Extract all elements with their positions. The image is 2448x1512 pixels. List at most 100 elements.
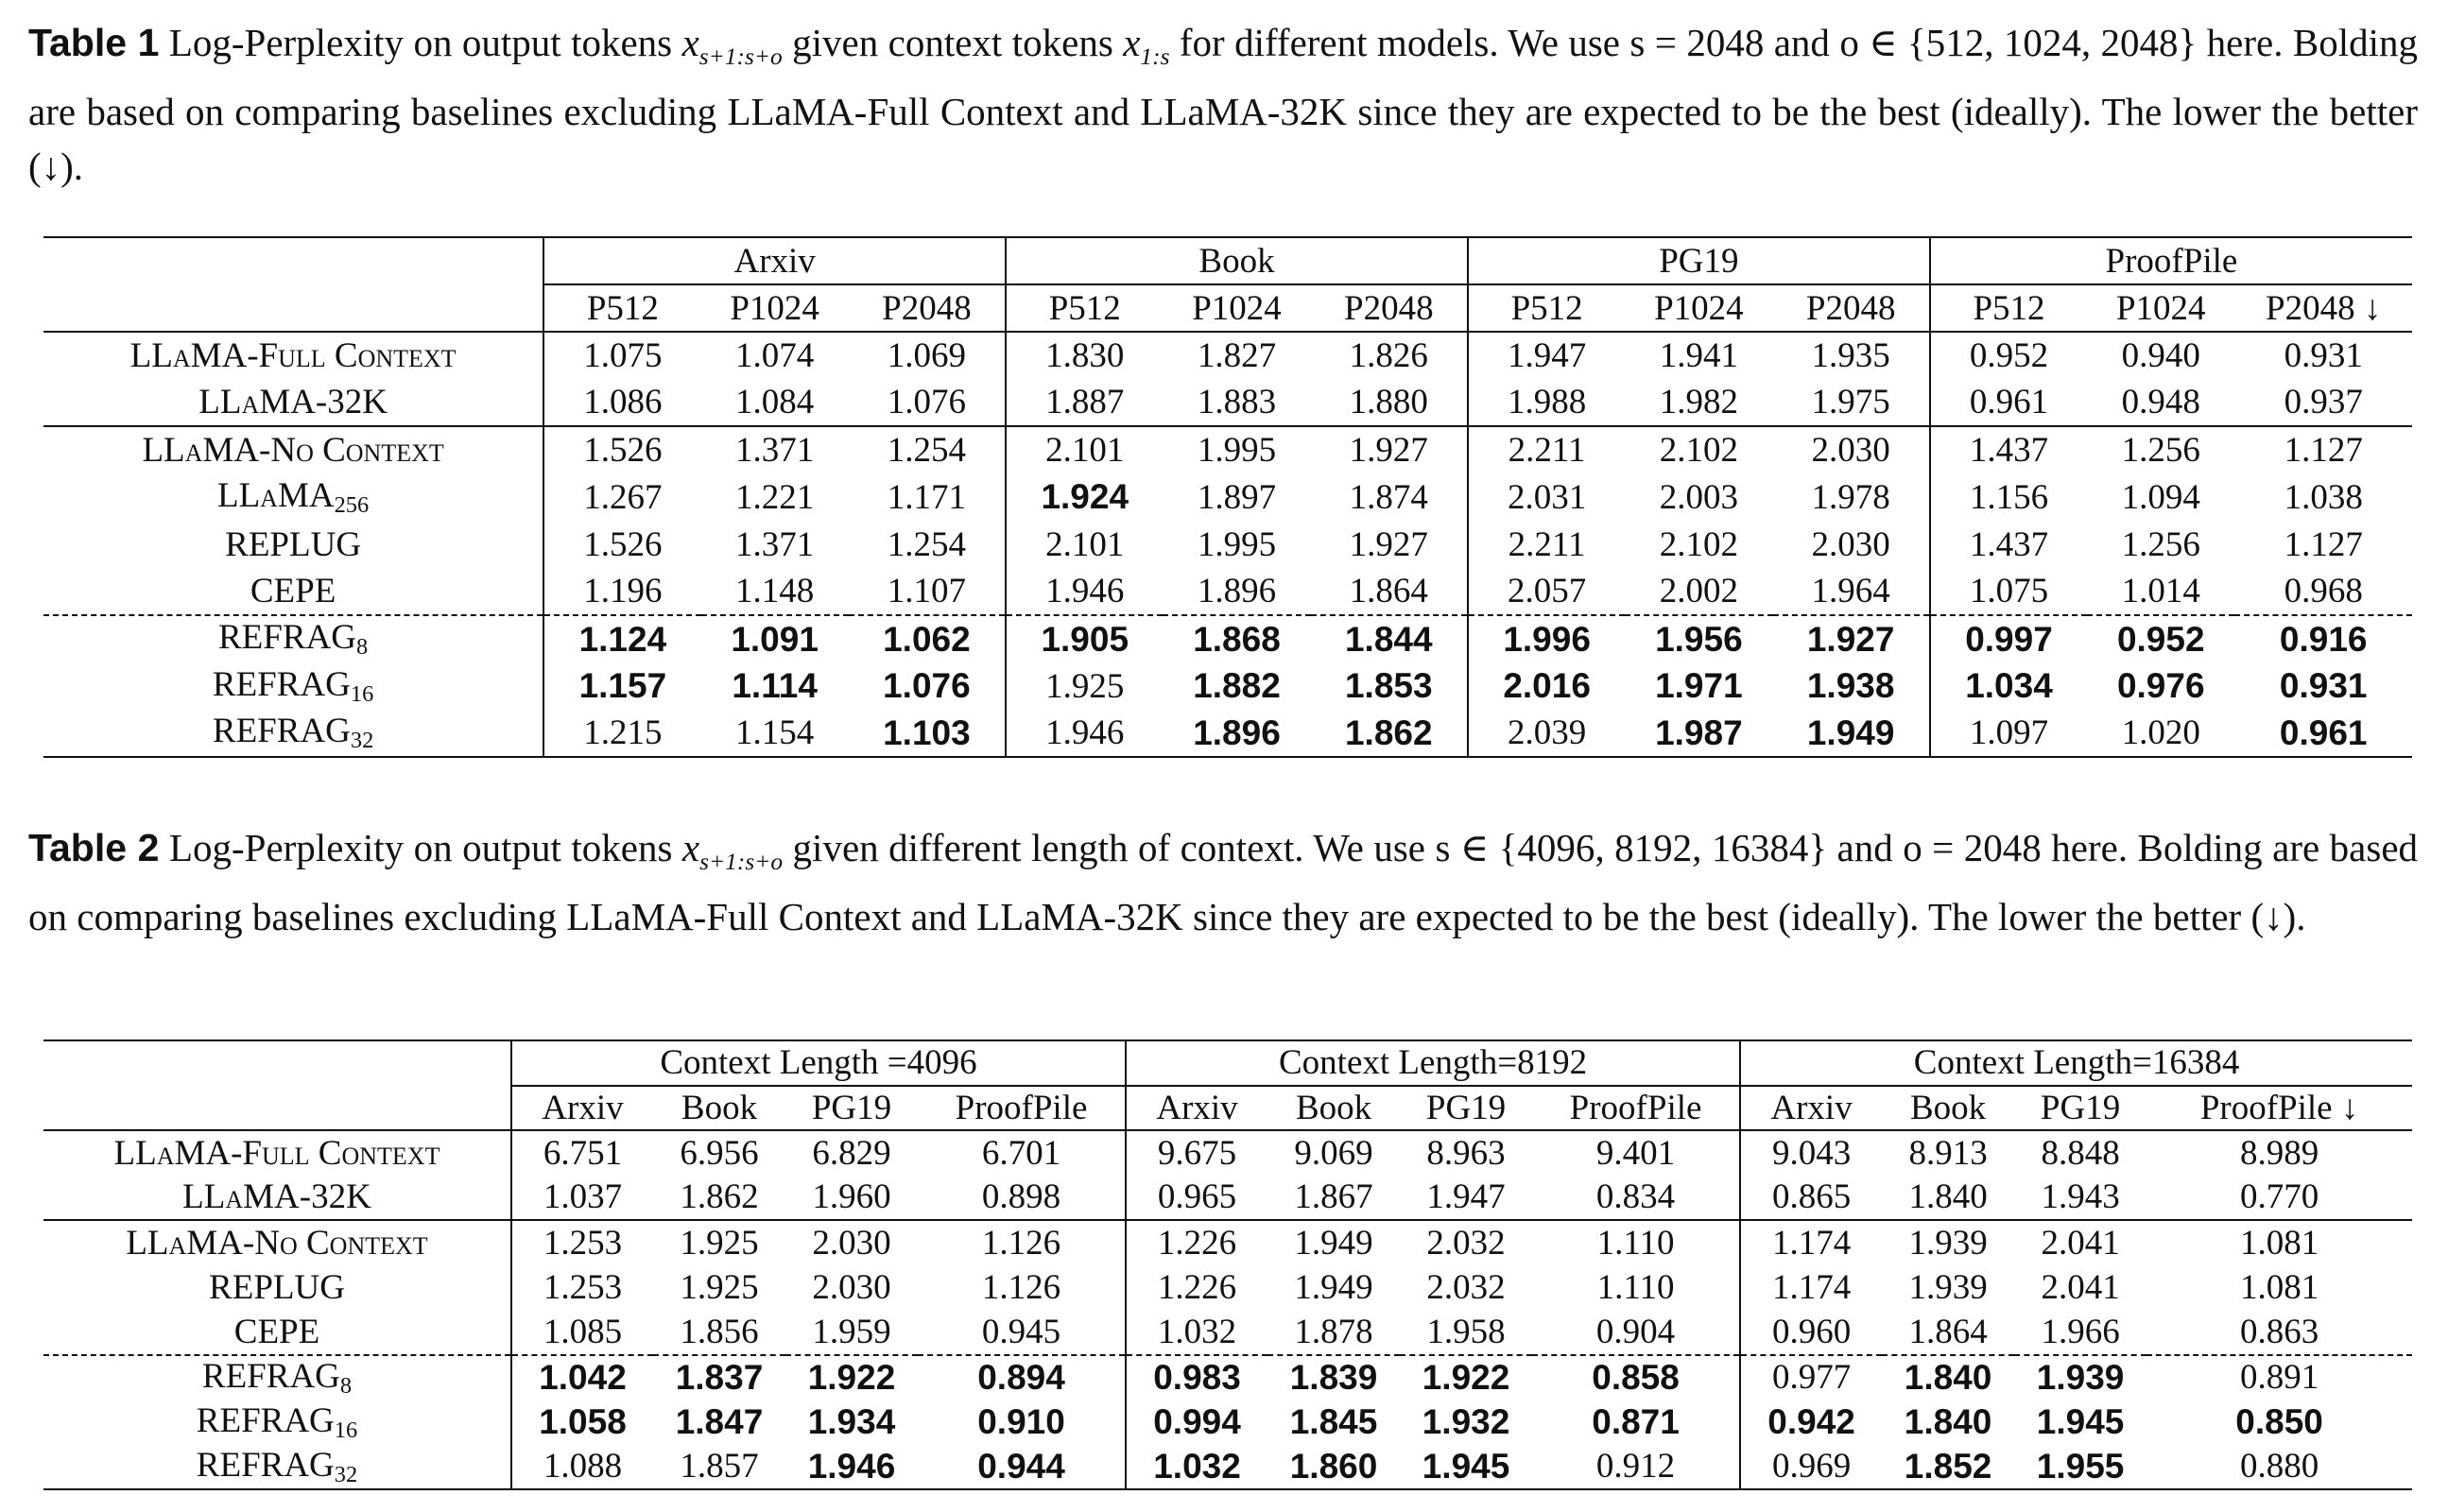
- table-row: REPLUG 1.253 1.925 2.030 1.126 1.226 1.949 2.03…: [43, 1264, 2412, 1310]
- table-cell: 1.074: [735, 336, 815, 375]
- table-cell: 1.226: [1125, 1264, 1268, 1310]
- table-cell: 0.952: [1928, 332, 2088, 379]
- table-cell: 1.946: [1005, 710, 1164, 758]
- table-cell: 1.943: [2041, 1177, 2120, 1217]
- table-cell: 2.002: [1659, 572, 1738, 610]
- model-name: REFRAG8: [43, 614, 544, 662]
- table-cell: 1.085: [510, 1310, 653, 1355]
- table-cell: 1.091: [700, 614, 849, 662]
- model-name: LLaMA-No Context: [43, 425, 544, 473]
- table-cell: 0.977: [1739, 1353, 1883, 1400]
- table-cell: 1.826: [1349, 336, 1428, 375]
- table1-column-header: P2048: [1772, 284, 1930, 333]
- table-cell: 1.947: [1466, 332, 1626, 379]
- table-cell: 6.829: [812, 1133, 891, 1173]
- table-cell: 1.253: [510, 1264, 653, 1310]
- table-cell: 0.834: [1595, 1177, 1676, 1217]
- table-cell: 1.955: [2014, 1444, 2147, 1490]
- table-cell: 1.880: [1349, 383, 1428, 421]
- table-cell: 0.891: [2146, 1353, 2413, 1400]
- table-cell: 0.880: [2146, 1444, 2413, 1490]
- table-cell: 1.860: [1267, 1444, 1401, 1490]
- table-cell: 0.865: [1739, 1175, 1883, 1220]
- table-cell: 1.526: [543, 425, 701, 473]
- table-cell: 1.949: [1772, 710, 1930, 758]
- table-cell: 1.256: [2087, 425, 2235, 473]
- table-cell: 0.960: [1739, 1310, 1883, 1355]
- table-cell: 1.924: [1005, 473, 1164, 521]
- table-cell: 1.196: [543, 568, 701, 615]
- table1-column-header: P1024: [2087, 284, 2235, 333]
- model-name: REFRAG32: [43, 710, 544, 758]
- table-cell: 6.751: [510, 1130, 653, 1176]
- table-row: REFRAG32 1.088 1.857 1.946 0.944 1.032 1.860 1.…: [43, 1444, 2413, 1490]
- table2-column-header: PG19: [2014, 1085, 2147, 1131]
- table-cell: 0.770: [2239, 1177, 2319, 1217]
- table-cell: 1.124: [543, 614, 701, 662]
- table-cell: 1.922: [785, 1353, 918, 1400]
- table2-label: Table 2: [28, 826, 160, 869]
- table-row: LLaMA-Full Context 1.075 1.074 1.069 1.830 1.…: [43, 332, 2412, 379]
- table-cell: 1.927: [1772, 614, 1930, 662]
- table-cell: 0.871: [1592, 1401, 1680, 1441]
- model-name: LLaMA-32K: [182, 1177, 371, 1217]
- table-cell: 2.003: [1659, 477, 1738, 517]
- table-cell: 0.948: [2121, 383, 2200, 421]
- table-cell: 1.267: [543, 473, 701, 521]
- table1-column-header: P512: [1005, 284, 1164, 333]
- table-cell: 0.863: [2239, 1312, 2319, 1351]
- table-cell: 0.944: [918, 1444, 1127, 1490]
- table-cell: 1.110: [1532, 1219, 1741, 1265]
- model-name: LLaMA-No Context: [43, 1219, 511, 1265]
- table-cell: 0.961: [2234, 710, 2412, 758]
- table-row: LLaMA-32K 1.086 1.084 1.076 1.887 1.883 1.880 1…: [43, 379, 2412, 426]
- table-cell: 1.086: [543, 379, 701, 426]
- table1-column-header: P512: [543, 284, 701, 333]
- table-cell: 0.931: [2279, 666, 2368, 705]
- table-cell: 0.916: [2234, 614, 2412, 662]
- table-cell: 1.827: [1197, 336, 1277, 375]
- table1-label: Table 1: [28, 21, 160, 64]
- table-cell: 0.968: [2284, 572, 2363, 610]
- table-cell: 1.837: [653, 1353, 785, 1400]
- table-cell: 1.862: [1310, 710, 1468, 758]
- table-cell: 2.032: [1400, 1219, 1533, 1265]
- table-cell: 1.864: [1349, 572, 1428, 610]
- table1-caption: Table 1 Log-Perplexity on output tokens …: [28, 21, 2419, 189]
- table-cell: 1.864: [1908, 1312, 1988, 1351]
- table-row: CEPE 1.196 1.148 1.107 1.946 1.896 1.864 2.057 2…: [43, 568, 2412, 615]
- table-cell: 1.856: [680, 1312, 759, 1351]
- table-cell: 1.847: [675, 1401, 764, 1441]
- table-cell: 1.058: [510, 1400, 653, 1445]
- table-cell: 0.952: [2087, 614, 2235, 662]
- table-cell: 2.030: [812, 1267, 891, 1307]
- table-cell: 1.966: [2041, 1312, 2120, 1351]
- table-cell: 1.995: [1163, 425, 1311, 473]
- table-cell: 1.171: [887, 477, 967, 517]
- table-cell: 9.069: [1294, 1133, 1373, 1173]
- table-cell: 2.102: [1625, 425, 1773, 473]
- table-cell: 1.215: [543, 710, 701, 758]
- table-cell: 0.983: [1125, 1353, 1268, 1400]
- table-cell: 1.081: [2239, 1267, 2319, 1307]
- model-name: REPLUG: [209, 1267, 345, 1307]
- table-cell: 1.995: [1197, 524, 1277, 564]
- table-cell: 1.127: [2284, 524, 2363, 564]
- table-cell: 1.256: [2121, 524, 2200, 564]
- table-cell: 8.963: [1426, 1133, 1506, 1173]
- table-cell: 2.211: [1466, 425, 1626, 473]
- table-cell: 1.857: [653, 1444, 785, 1490]
- table-cell: 1.126: [918, 1219, 1127, 1265]
- table-cell: 1.032: [1125, 1310, 1268, 1355]
- table-cell: 1.862: [680, 1177, 759, 1217]
- table-cell: 1.987: [1625, 710, 1773, 758]
- table-cell: 1.934: [807, 1401, 896, 1441]
- table-row: LLaMA-No Context 1.526 1.371 1.254 2.101 1.99…: [43, 425, 2412, 473]
- table-cell: 0.858: [1532, 1353, 1741, 1400]
- table-cell: 1.964: [1811, 572, 1890, 610]
- table2-column-header: ProofPile: [1532, 1085, 1741, 1131]
- table-cell: 1.830: [1005, 332, 1164, 379]
- model-name: CEPE: [250, 572, 336, 610]
- table-cell: 1.941: [1659, 336, 1738, 375]
- table-cell: 1.897: [1197, 477, 1277, 517]
